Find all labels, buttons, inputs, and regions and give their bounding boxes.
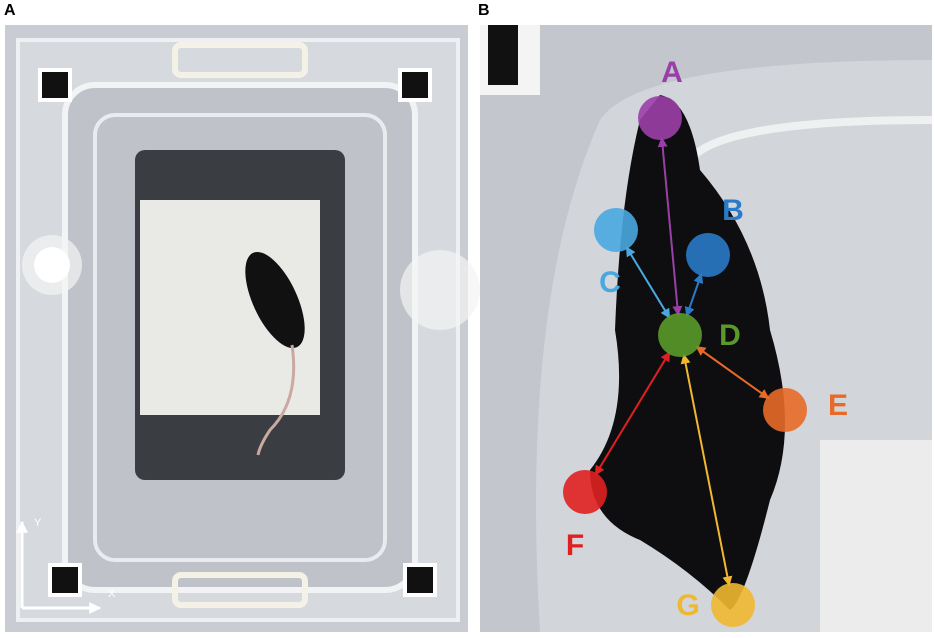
keypoint-label-E: E bbox=[828, 389, 848, 422]
keypoints: A B C D E F G bbox=[563, 56, 848, 627]
keypoint-label-D: D bbox=[719, 319, 741, 352]
keypoint-A bbox=[638, 96, 682, 140]
panel-a-photo bbox=[5, 25, 480, 632]
link-A-D bbox=[657, 136, 683, 317]
keypoint-G bbox=[711, 583, 755, 627]
axis-y-label: Y bbox=[34, 517, 42, 529]
box-handle-bottom bbox=[172, 572, 308, 608]
axis-x-label: X bbox=[108, 588, 116, 600]
keypoint-label-B: B bbox=[722, 194, 744, 227]
keypoint-links bbox=[594, 136, 770, 587]
keypoint-C bbox=[594, 208, 638, 252]
keypoint-B bbox=[686, 233, 730, 277]
panel-b-photo bbox=[480, 25, 933, 632]
link-F-D bbox=[594, 351, 671, 476]
panel-b-label: B bbox=[478, 2, 490, 19]
aruco-marker-icon bbox=[38, 68, 437, 597]
keypoint-label-A: A bbox=[661, 56, 683, 89]
keypoint-label-F: F bbox=[566, 529, 584, 562]
link-C-D bbox=[625, 246, 671, 319]
mouse bbox=[245, 251, 305, 456]
keypoint-label-C: C bbox=[599, 266, 621, 299]
link-G-D bbox=[680, 353, 733, 587]
box-handle-top bbox=[172, 42, 308, 78]
panel-a-label: A bbox=[4, 2, 16, 19]
keypoint-F bbox=[563, 470, 607, 514]
keypoint-D bbox=[658, 313, 702, 357]
link-B-D bbox=[684, 272, 704, 318]
keypoint-E bbox=[763, 388, 807, 432]
keypoint-label-G: G bbox=[676, 589, 699, 622]
